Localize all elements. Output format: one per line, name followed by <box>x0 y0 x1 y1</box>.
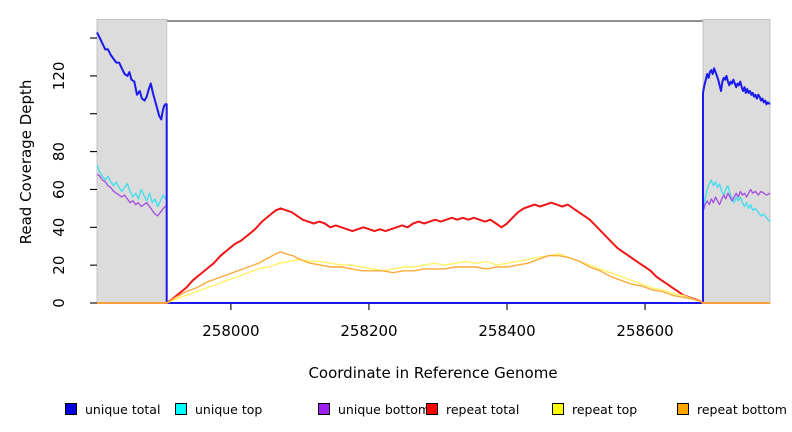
unique-total-swatch-icon <box>65 403 77 415</box>
legend: unique total unique top unique bottom re… <box>0 402 792 424</box>
x-tick-label: 258200 <box>340 322 397 340</box>
y-tick-label: 80 <box>50 142 68 161</box>
legend-label: unique top <box>195 401 263 417</box>
series-line-repeat-top <box>97 253 770 304</box>
unique-top-swatch-icon <box>175 403 187 415</box>
y-tick-label: 0 <box>50 298 68 308</box>
unique-bottom-swatch-icon <box>318 403 330 415</box>
series-line-unique-top <box>96 164 771 304</box>
y-tick-label: 40 <box>50 218 68 237</box>
legend-item-repeat-total: repeat total <box>426 401 520 417</box>
legend-label: unique bottom <box>338 401 431 417</box>
legend-item-unique-total: unique total <box>65 401 161 417</box>
legend-label: repeat total <box>446 401 520 417</box>
x-tick-label: 258600 <box>616 322 673 340</box>
legend-item-unique-bottom: unique bottom <box>318 401 431 417</box>
legend-label: repeat bottom <box>697 401 787 417</box>
legend-item-repeat-bottom: repeat bottom <box>677 401 787 417</box>
y-tick-label: 60 <box>50 180 68 199</box>
repeat-top-swatch-icon <box>552 403 564 415</box>
shaded-region-1 <box>702 19 771 304</box>
x-axis-label: Coordinate in Reference Genome <box>308 364 557 382</box>
series-line-repeat-bottom <box>97 251 770 304</box>
repeat-bottom-swatch-icon <box>677 403 689 415</box>
legend-label: repeat top <box>572 401 638 417</box>
x-tick-label: 258400 <box>478 322 535 340</box>
shaded-region-0 <box>96 19 168 304</box>
y-axis-label: Read Coverage Depth <box>17 80 35 245</box>
legend-item-unique-top: unique top <box>175 401 263 417</box>
series-line-unique-total <box>96 31 771 304</box>
y-tick-label: 20 <box>50 256 68 275</box>
series-line-repeat-total <box>97 201 770 304</box>
series-line-unique-bottom <box>96 173 771 304</box>
repeat-total-swatch-icon <box>426 403 438 415</box>
legend-item-repeat-top: repeat top <box>552 401 638 417</box>
y-tick-label: 120 <box>50 62 68 91</box>
x-tick-label: 258000 <box>202 322 259 340</box>
legend-label: unique total <box>85 401 161 417</box>
